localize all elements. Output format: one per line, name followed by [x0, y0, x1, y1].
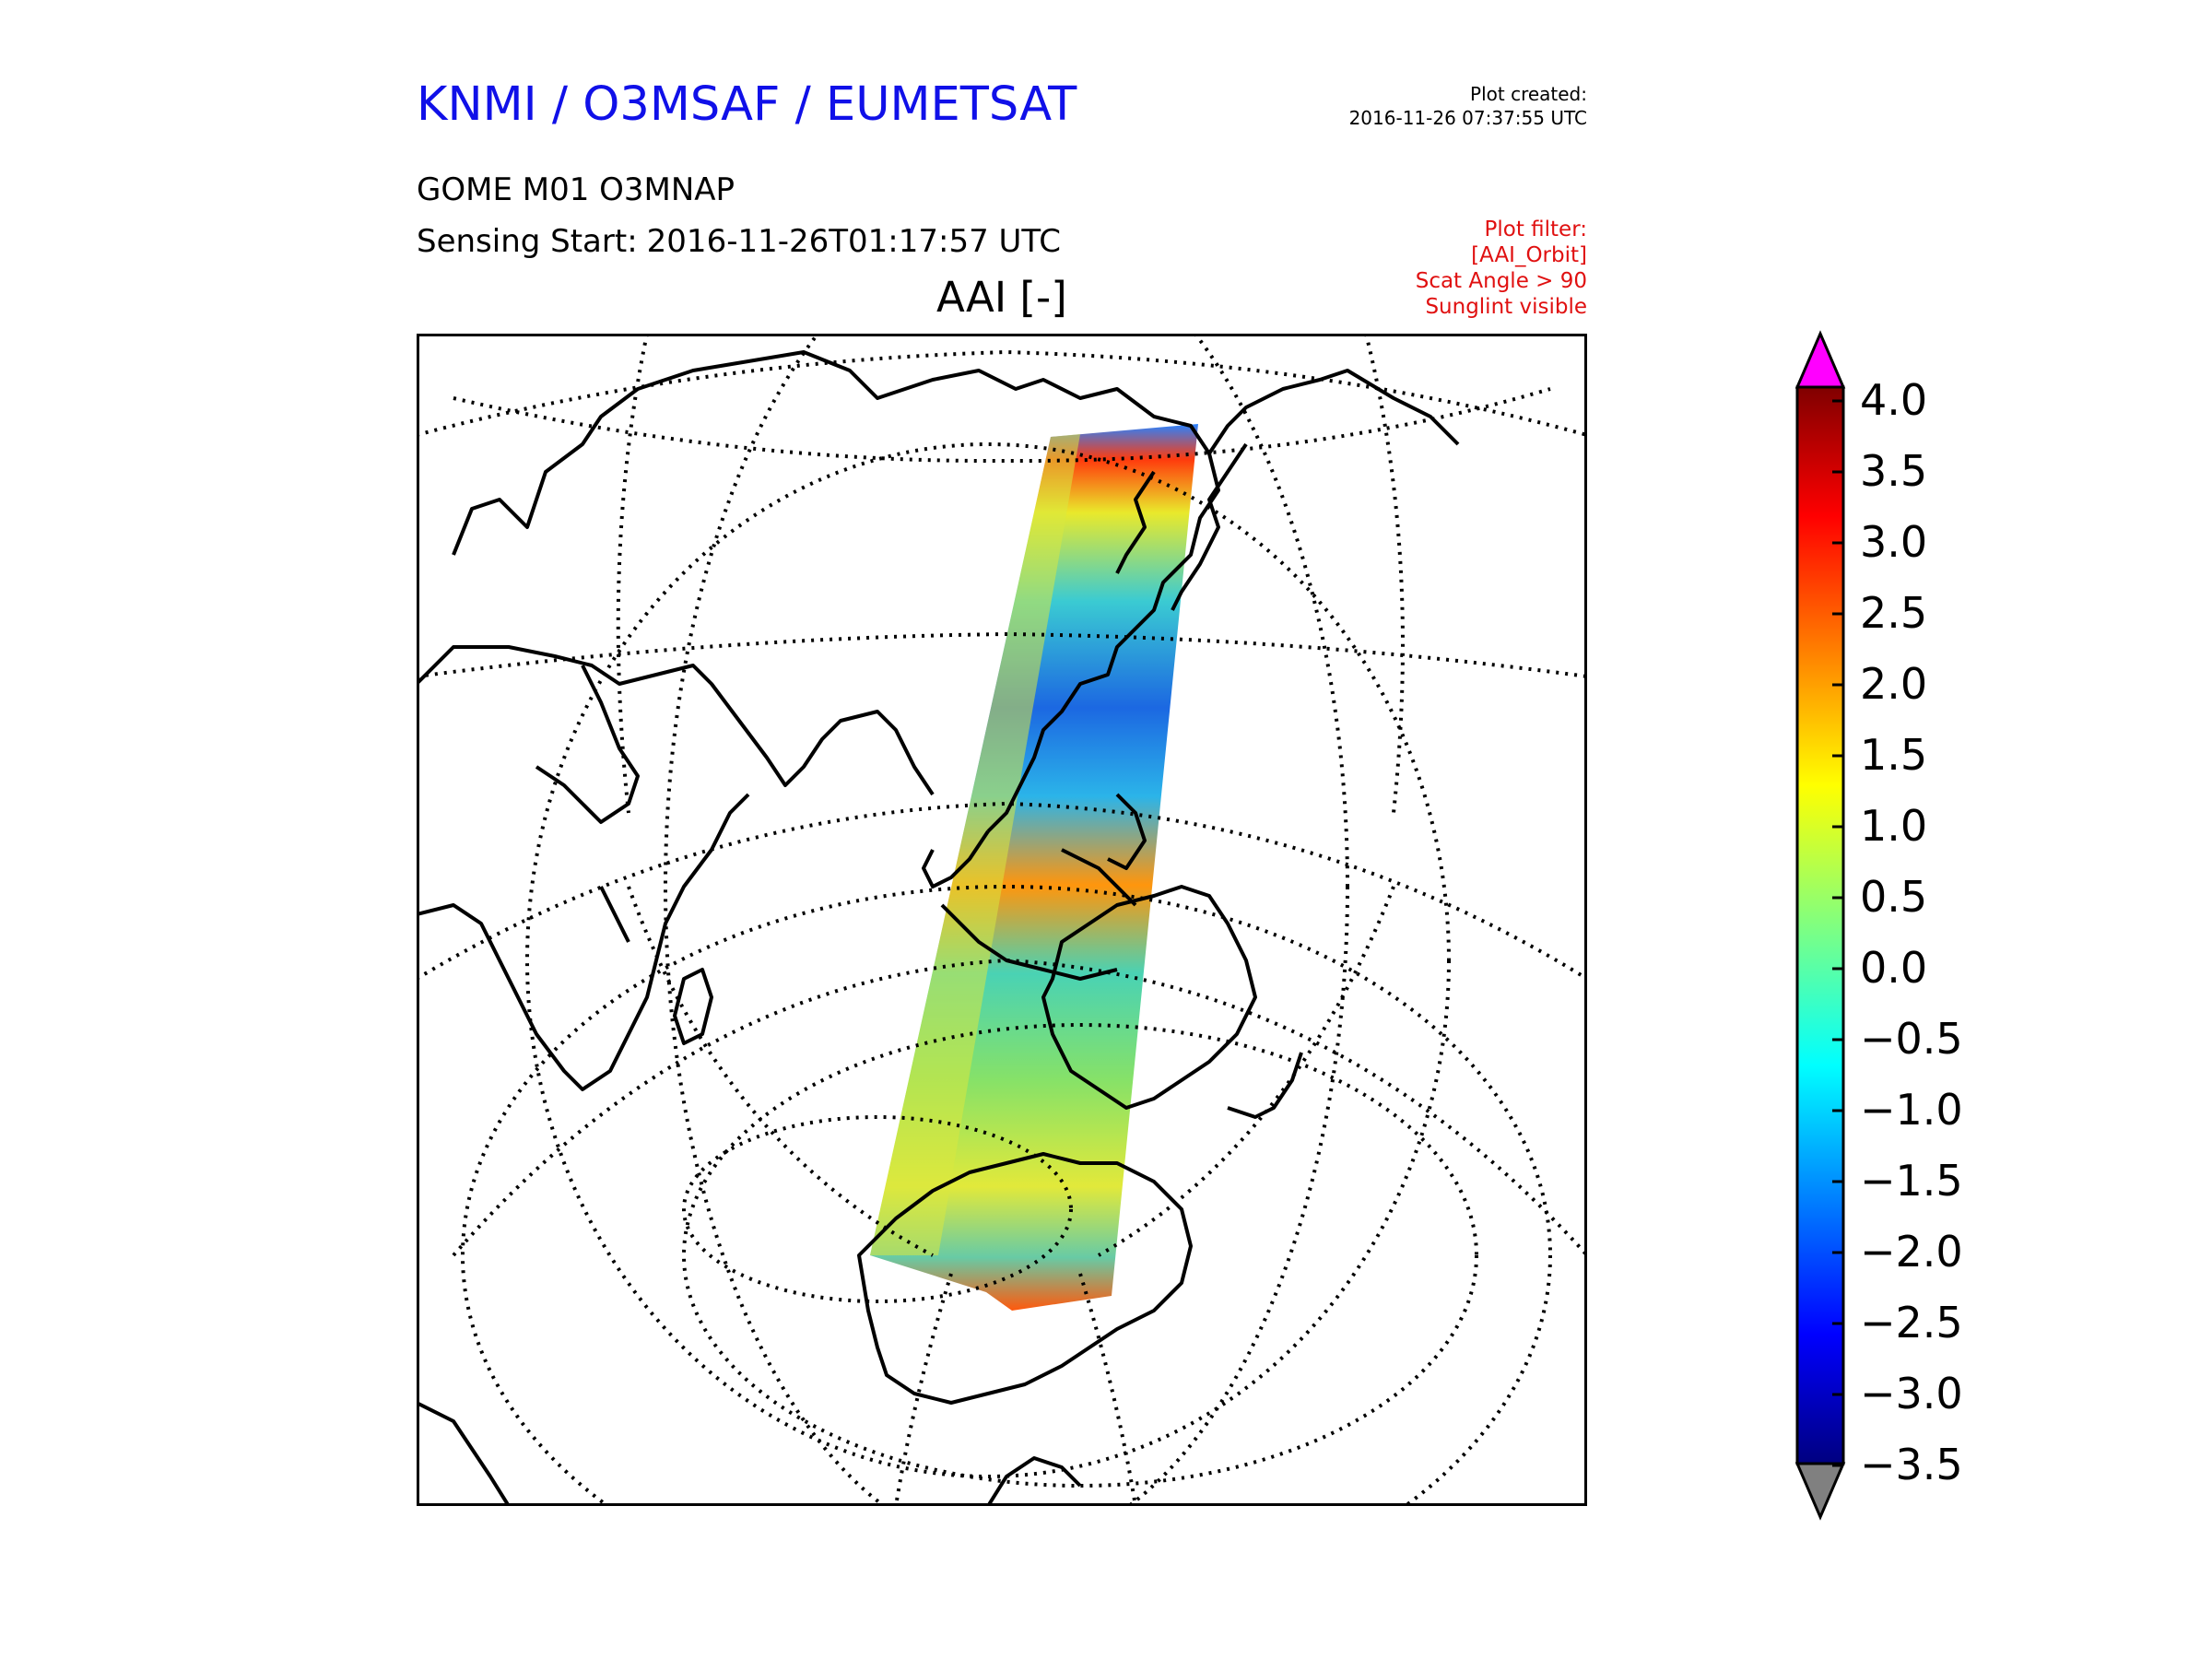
- plot-filter-product: [AAI_Orbit]: [1471, 243, 1587, 267]
- colorbar-tick-label: −1.5: [1860, 1156, 1963, 1206]
- colorbar-tick-label: 2.0: [1860, 659, 1928, 709]
- plot-created-label: Plot created:: [1470, 83, 1587, 105]
- organization-title: KNMI / O3MSAF / EUMETSAT: [417, 77, 1077, 132]
- colorbar-tick-label: 3.5: [1860, 446, 1928, 496]
- map-title: AAI [-]: [936, 273, 1067, 322]
- colorbar-tick-label: 0.5: [1860, 872, 1928, 922]
- sensing-start: Sensing Start: 2016-11-26T01:17:57 UTC: [417, 223, 1061, 260]
- colorbar-tick-label: 3.0: [1860, 517, 1928, 567]
- plot-created-time: 2016-11-26 07:37:55 UTC: [1348, 107, 1587, 129]
- colorbar: [1794, 330, 1846, 1521]
- graticule: [417, 334, 1587, 1506]
- colorbar-tick-label: −3.0: [1860, 1369, 1963, 1418]
- product-name: GOME M01 O3MNAP: [417, 171, 735, 208]
- sensing-start-label: Sensing Start:: [417, 223, 638, 260]
- colorbar-over-triangle: [1794, 330, 1846, 389]
- colorbar-tick-label: −0.5: [1860, 1014, 1963, 1064]
- colorbar-tick-label: −2.0: [1860, 1227, 1963, 1277]
- swath-left-yellow: [870, 434, 1080, 1255]
- colorbar-tick-label: 1.5: [1860, 730, 1928, 780]
- colorbar-tick-label: −3.5: [1860, 1440, 1963, 1489]
- plot-filter-sunglint: Sunglint visible: [1425, 295, 1587, 319]
- sensing-start-value: 2016-11-26T01:17:57 UTC: [646, 223, 1061, 260]
- colorbar-tick-label: 4.0: [1860, 375, 1928, 425]
- plot-filter-scat-angle: Scat Angle > 90: [1415, 269, 1587, 293]
- colorbar-scale: [1795, 385, 1845, 1465]
- colorbar-under-triangle: [1794, 1462, 1846, 1521]
- map-border: [417, 334, 1587, 1506]
- colorbar-tick-label: 2.5: [1860, 588, 1928, 638]
- colorbar-tick-label: 1.0: [1860, 801, 1928, 851]
- colorbar-tick-label: 0.0: [1860, 943, 1928, 993]
- plot-filter-label: Plot filter:: [1484, 218, 1587, 241]
- map-frame: [417, 334, 1587, 1506]
- colorbar-tick-label: −2.5: [1860, 1298, 1963, 1347]
- coastlines: [417, 350, 1460, 1506]
- colorbar-tick-label: −1.0: [1860, 1085, 1963, 1135]
